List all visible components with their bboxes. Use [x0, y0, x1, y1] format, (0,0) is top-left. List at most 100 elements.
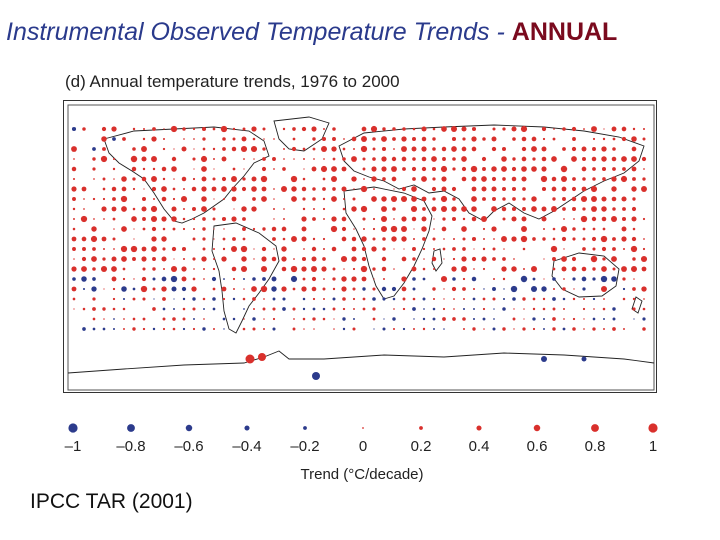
- trend-dot: [261, 256, 267, 262]
- trend-dot: [192, 237, 196, 241]
- trend-dot: [401, 216, 407, 222]
- trend-dot: [631, 136, 637, 142]
- trend-dot: [153, 198, 155, 200]
- trend-dot: [581, 166, 587, 172]
- trend-dot: [332, 267, 336, 271]
- trend-dot: [283, 158, 285, 160]
- trend-dot: [312, 317, 316, 321]
- trend-dot: [511, 266, 517, 272]
- trend-dot: [560, 165, 568, 173]
- trend-dot: [411, 146, 417, 152]
- trend-dot: [262, 127, 266, 131]
- trend-dot: [263, 298, 265, 300]
- trend-dot: [292, 127, 296, 131]
- trend-dot: [403, 248, 405, 250]
- trend-dot: [91, 286, 97, 292]
- trend-dot: [361, 126, 367, 132]
- map-inner-border: [67, 104, 655, 391]
- trend-dot: [322, 257, 326, 261]
- trend-dot: [591, 126, 597, 132]
- trend-dot: [183, 138, 185, 140]
- trend-dot: [81, 236, 87, 242]
- trend-dot: [633, 278, 635, 280]
- trend-dot: [231, 216, 237, 222]
- trend-dot: [582, 157, 586, 161]
- trend-dot: [292, 307, 296, 311]
- trend-dot: [151, 186, 157, 192]
- trend-dot: [370, 125, 378, 133]
- trend-dot: [271, 286, 277, 292]
- trend-dot: [351, 246, 357, 252]
- trend-dot: [72, 247, 76, 251]
- trend-dot: [260, 285, 268, 293]
- trend-dot: [111, 266, 117, 272]
- trend-dot: [572, 137, 576, 141]
- trend-dot: [173, 308, 175, 310]
- trend-dot: [391, 286, 397, 292]
- trend-dot: [100, 155, 108, 163]
- trend-dot: [481, 256, 487, 262]
- trend-dot: [461, 156, 467, 162]
- trend-dot: [423, 308, 425, 310]
- trend-dot: [161, 286, 167, 292]
- trend-dot: [173, 258, 175, 260]
- trend-dot: [253, 308, 255, 310]
- trend-dot: [201, 186, 207, 192]
- trend-dot: [221, 156, 227, 162]
- trend-dot: [421, 166, 427, 172]
- trend-dot: [113, 318, 115, 320]
- trend-dot: [201, 166, 207, 172]
- trend-dot: [451, 146, 457, 152]
- trend-dot: [551, 156, 557, 162]
- trend-dot: [341, 286, 347, 292]
- trend-dot: [293, 258, 295, 260]
- trend-dot: [272, 307, 276, 311]
- trend-dot: [112, 287, 116, 291]
- source-caption: IPCC TAR (2001): [30, 490, 193, 513]
- trend-dot: [521, 136, 527, 142]
- trend-dot: [333, 318, 335, 320]
- trend-dot: [290, 175, 298, 183]
- trend-dot: [182, 227, 186, 231]
- trend-dot: [171, 156, 177, 162]
- trend-dot: [142, 327, 146, 331]
- trend-dot: [222, 147, 226, 151]
- station-dot: [258, 353, 266, 361]
- trend-dot: [352, 267, 356, 271]
- trend-dot: [161, 216, 167, 222]
- trend-dot: [440, 275, 448, 283]
- trend-dot: [491, 166, 497, 172]
- trend-dot: [151, 136, 157, 142]
- trend-dot: [312, 297, 316, 301]
- trend-dot: [161, 196, 167, 202]
- trend-dot: [272, 237, 276, 241]
- trend-dot: [421, 196, 427, 202]
- trend-dot: [390, 195, 398, 203]
- trend-dot: [572, 227, 576, 231]
- trend-dot: [600, 235, 608, 243]
- trend-dot: [352, 287, 356, 291]
- trend-dot: [462, 327, 466, 331]
- trend-dot: [141, 276, 147, 282]
- trend-dot: [391, 156, 397, 162]
- trend-dot: [311, 246, 317, 252]
- trend-dot: [432, 307, 436, 311]
- trend-dot: [621, 126, 627, 132]
- trend-dot: [542, 297, 546, 301]
- trend-dot: [172, 317, 176, 321]
- trend-dot: [592, 317, 596, 321]
- trend-dot: [371, 176, 377, 182]
- trend-dot: [582, 247, 586, 251]
- trend-dot: [323, 278, 325, 280]
- trend-dot: [320, 165, 328, 173]
- trend-dot: [162, 227, 166, 231]
- trend-dot: [421, 136, 427, 142]
- trend-dot: [181, 266, 187, 272]
- trend-dot: [380, 225, 388, 233]
- trend-dot: [512, 197, 516, 201]
- trend-dot: [592, 277, 596, 281]
- trend-dot: [262, 227, 266, 231]
- trend-dot: [363, 178, 365, 180]
- map-panel-title: (d) Annual temperature trends, 1976 to 2…: [65, 72, 400, 91]
- trend-dot: [181, 146, 187, 152]
